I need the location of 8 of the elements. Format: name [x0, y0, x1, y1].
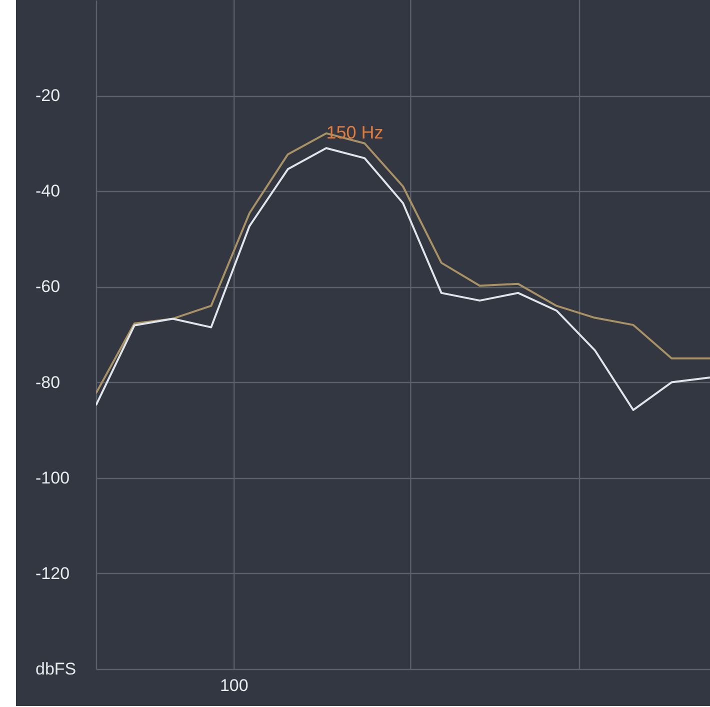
y-tick-label: -40 [36, 182, 60, 201]
y-tick-label: -80 [36, 372, 60, 392]
y-tick-label: -100 [36, 468, 70, 488]
y-tick-label: -20 [36, 86, 60, 106]
y-tick-label: -60 [36, 277, 60, 296]
y-tick-label: dbFS [36, 660, 76, 678]
y-tick-label: -120 [36, 564, 70, 583]
text: 100 [220, 676, 248, 695]
